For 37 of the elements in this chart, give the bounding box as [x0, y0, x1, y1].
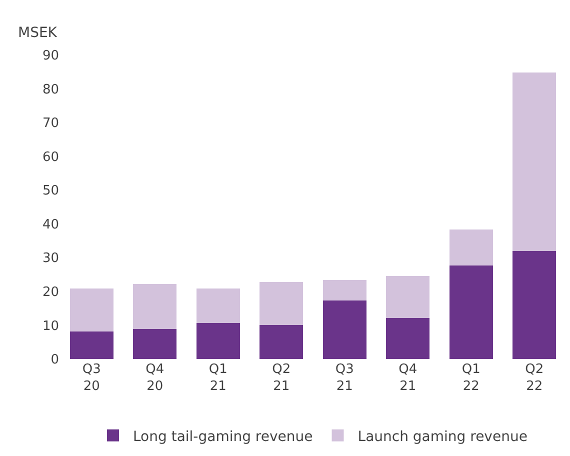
- bar: [133, 284, 177, 329]
- bar: [512, 250, 556, 359]
- x-tick-label: Q2 21: [272, 362, 291, 394]
- y-tick-label: 30: [42, 251, 59, 266]
- bar: [70, 288, 114, 332]
- bar: [260, 282, 304, 325]
- x-tick-label: Q3 20: [82, 362, 101, 394]
- y-tick-label: 10: [42, 318, 59, 334]
- legend-label: Launch gaming revenue: [358, 428, 528, 445]
- bar: [449, 265, 493, 359]
- x-tick-label: Q2 22: [525, 362, 544, 394]
- y-tick-label: 20: [42, 284, 59, 300]
- x-tick-label: Q4 21: [398, 362, 418, 394]
- bar: [196, 322, 240, 359]
- bar: [260, 324, 304, 359]
- y-tick-label: 80: [42, 82, 59, 98]
- x-tick-label: Q1 22: [462, 362, 480, 394]
- bar: [512, 72, 556, 251]
- y-tick-label: 0: [50, 352, 59, 368]
- x-tick-label: Q3 21: [335, 362, 354, 394]
- bar: [449, 229, 493, 266]
- legend-label: Long tail-gaming revenue: [133, 428, 313, 445]
- bar: [196, 288, 240, 323]
- bar: [386, 276, 430, 318]
- y-tick-label: 60: [42, 150, 59, 165]
- y-tick-label: 70: [42, 116, 59, 132]
- y-axis-title: MSEK: [18, 25, 58, 41]
- x-tick-label: Q1 21: [208, 362, 228, 394]
- bar: [386, 318, 430, 359]
- bar: [70, 332, 114, 359]
- y-tick-label: 90: [42, 48, 59, 64]
- y-tick-label: 40: [42, 217, 59, 232]
- x-tick-label: Q4 20: [146, 362, 164, 394]
- bar: [322, 300, 366, 359]
- bar: [133, 328, 177, 359]
- bar: [322, 280, 366, 301]
- y-tick-label: 50: [42, 184, 59, 199]
